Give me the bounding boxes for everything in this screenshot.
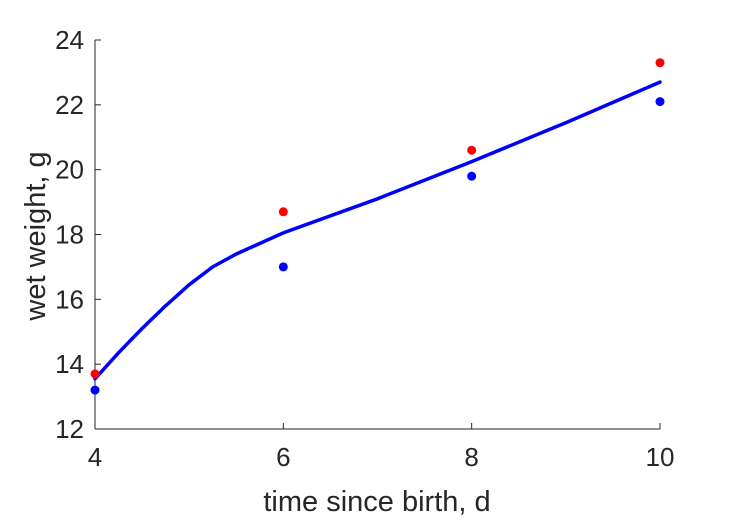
y-tick-label: 24 — [55, 25, 84, 55]
data-point-series-2 — [90, 385, 100, 395]
y-tick-label: 22 — [55, 90, 84, 120]
data-point-series-1 — [467, 145, 477, 155]
data-point-series-2 — [467, 171, 477, 181]
x-axis-label: time since birth, d — [263, 486, 490, 518]
ticks: 4 6 8 10 12 14 16 18 20 22 24 — [55, 25, 674, 472]
y-axis-label: wet weight, g — [20, 151, 52, 321]
fit-curve — [93, 80, 662, 381]
data-point-series-1 — [655, 58, 665, 68]
data-point-series-2 — [278, 262, 288, 272]
data-point-series-1 — [90, 369, 100, 379]
x-tick-label: 8 — [464, 442, 478, 472]
x-tick-label: 6 — [276, 442, 290, 472]
y-tick-label: 16 — [55, 284, 84, 314]
x-tick-label: 4 — [88, 442, 102, 472]
x-tick-label: 10 — [646, 442, 675, 472]
y-tick-label: 12 — [55, 414, 84, 444]
plot-area — [90, 58, 665, 395]
data-point-series-1 — [278, 207, 288, 217]
data-point-series-2 — [655, 97, 665, 107]
y-tick-label: 18 — [55, 220, 84, 250]
y-tick-label: 20 — [55, 155, 84, 185]
axes — [94, 40, 660, 430]
y-tick-label: 14 — [55, 349, 84, 379]
